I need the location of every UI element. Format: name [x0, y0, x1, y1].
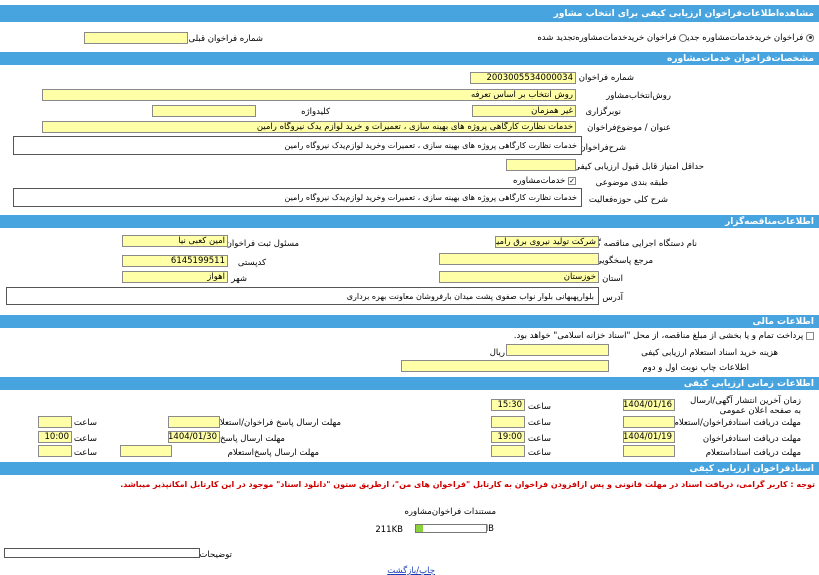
page-title-bar: مشاهده‌اطلاعات‌فراخوان ارزیابی کیفی برای… [0, 5, 819, 22]
payment-checkbox[interactable] [806, 331, 814, 340]
subject-field[interactable]: خدمات نظارت کارگاهی پروژه های بهینه سازی… [42, 121, 576, 133]
registrar-field[interactable]: امین کعبی نیا [122, 235, 228, 247]
province-field[interactable]: خوزستان [439, 271, 599, 283]
print-label: اطلاعات چاپ نوبت اول و دوم [642, 363, 749, 373]
recv-est-label: مهلت دریافت اسنادا‌ستعلام [705, 448, 801, 458]
radio-renewed-control[interactable] [679, 33, 687, 42]
min-score-field[interactable] [506, 159, 576, 171]
responder-label: مرجع پاسخگویی [595, 256, 653, 266]
send-est-time-label: ساعت [73, 448, 97, 458]
recv-doc-label: مهلت دریافت اسنادفراخوان [702, 434, 801, 444]
recv-doc-time-field[interactable]: 19:00 [491, 431, 525, 443]
radio-new-label: فراخوان خریدخدمات‌مشاوره جدید [682, 33, 804, 43]
timing-header: اطلاعات زمانی ارزیابی کیفی [683, 378, 814, 389]
notes-label: توضیحات [199, 550, 232, 560]
recv-doc-date-field[interactable]: 1404/01/19 [623, 431, 675, 443]
registrar-label: مسئول ثبت فراخوان [225, 239, 299, 249]
recv-inq-label: مهلت دریافت اسنادفراخوان/استعلام [673, 418, 801, 428]
send-est-date-field[interactable] [120, 445, 172, 457]
keyword-field[interactable] [152, 105, 256, 117]
publish-date-field[interactable]: 1404/01/16 [623, 399, 675, 411]
org-field[interactable]: شرکت تولید نیروی برق رامین [495, 236, 599, 248]
send-doc-date-field[interactable]: 1404/01/30 [168, 431, 220, 443]
min-score-label: حداقل امتیاز قابل قبول ارزیابی کیفی [573, 162, 704, 172]
currency-label: ریال [489, 348, 505, 358]
category-label: طبقه بندی موضوعی [595, 178, 668, 188]
send-inq-label: مهلت ارسال پاسخ فراخوان/استعلام [214, 418, 341, 428]
radio-new-control[interactable] [806, 33, 814, 42]
radio-renewed[interactable]: فراخوان خریدخدمات‌مشاوره‌تجدید شده [537, 33, 687, 43]
category-check[interactable]: ✓ خدمات‌مشاوره [513, 176, 576, 186]
send-inq-date-field[interactable] [168, 416, 220, 428]
scope-label: شرح کلی حوزه‌فعالیت [588, 195, 668, 205]
postal-field[interactable]: 6145199511 [122, 255, 228, 267]
specs-header-bar: مشخصات‌فراخوان خدمات‌مشاوره [0, 52, 819, 65]
size-used: 211KB [375, 525, 403, 535]
city-label: شهر [231, 274, 247, 284]
file-size-bar [415, 524, 487, 533]
documents-notice: توجه : کاربر گرامی، دریافت اسناد در مهلت… [120, 480, 815, 489]
publish-time-label: ساعت [527, 402, 551, 412]
responder-field[interactable] [439, 253, 599, 265]
send-est-label: مهلت ارسال پاسخ‌استعلام [227, 448, 319, 458]
notes-field[interactable] [4, 548, 200, 558]
timing-header-bar: اطلاعات زمانی ارزیابی کیفی [0, 377, 819, 390]
recv-doc-time-label: ساعت [527, 434, 551, 444]
finance-header: اطلاعات مالی [752, 316, 814, 327]
recv-inq-date-field[interactable] [623, 416, 675, 428]
previous-number-label: شماره فراخوان قبلی [188, 34, 263, 44]
keyword-label: کلیدواژه [301, 107, 330, 117]
province-label: استان [602, 274, 623, 284]
category-value: خدمات‌مشاوره [513, 176, 566, 186]
number-label: شماره فراخوان [578, 73, 634, 83]
desc-label: شرح‌فراخوان [579, 143, 626, 153]
publish-label: زمان آخرین انتشار آگهی/ارسال به صفحه اعل… [688, 396, 801, 416]
doc-cost-label: هزینه خرید اسناد استعلام ارزیابی کیفی [641, 348, 778, 358]
doc-cost-field[interactable] [506, 344, 609, 356]
send-doc-label: مهلت ارسال پاسخ‌فراخوان [190, 434, 285, 444]
concurrency-label: نوبرگزاری [585, 107, 621, 117]
payment-text: پرداخت تمام و یا بخشی از مبلغ مناقصه، از… [513, 331, 804, 341]
send-est-time-field[interactable] [38, 445, 72, 457]
recv-est-time-label: ساعت [527, 448, 551, 458]
method-label: روش‌انتخاب‌مشاور [606, 91, 671, 101]
specs-header: مشخصات‌فراخوان خدمات‌مشاوره [667, 53, 814, 64]
category-checkbox[interactable]: ✓ [568, 176, 576, 185]
address-field[interactable]: بلوارپهبهانی بلوار نواب صفوی پشت میدان ب… [6, 287, 599, 305]
method-field[interactable]: روش انتخاب بر اساس تعرفه [42, 89, 576, 101]
file-size-fill [416, 525, 423, 532]
subject-label: عنوان / موضوع‌فراخوان [587, 123, 671, 133]
documents-header-bar: اسنادفراخوان ارزیابی کیفی [0, 462, 819, 475]
send-inq-time-field[interactable] [38, 416, 72, 428]
send-doc-time-label: ساعت [73, 434, 97, 444]
city-field[interactable]: اهواز [122, 271, 228, 283]
recv-est-date-field[interactable] [623, 445, 675, 457]
tenderer-header: اطلاعات‌مناقصه‌گزار [725, 216, 814, 227]
recv-inq-time-field[interactable] [491, 416, 525, 428]
print-field[interactable] [401, 360, 609, 372]
payment-check[interactable]: پرداخت تمام و یا بخشی از مبلغ مناقصه، از… [514, 331, 814, 341]
org-label: نام دستگاه اجرایی مناقصه گزار [585, 239, 697, 249]
number-field[interactable]: 2003005534000034 [470, 72, 576, 84]
address-label: آدرس [602, 293, 623, 303]
radio-new[interactable]: فراخوان خریدخدمات‌مشاوره جدید [683, 33, 814, 43]
back-link[interactable]: چاپ/بازگشت [387, 566, 435, 575]
send-doc-time-field[interactable]: 10:00 [38, 431, 72, 443]
recv-inq-time-label: ساعت [527, 418, 551, 428]
radio-renewed-label: فراخوان خریدخدمات‌مشاوره‌تجدید شده [537, 33, 677, 43]
concurrency-field[interactable]: غیر همزمان [472, 105, 576, 117]
file-title: مستندات فراخوان‌مشاوره [404, 507, 496, 517]
send-inq-time-label: ساعت [73, 418, 97, 428]
documents-header: اسنادفراخوان ارزیابی کیفی [689, 463, 814, 474]
tenderer-header-bar: اطلاعات‌مناقصه‌گزار [0, 215, 819, 228]
page-title: مشاهده‌اطلاعات‌فراخوان ارزیابی کیفی برای… [553, 8, 814, 19]
publish-label-text: زمان آخرین انتشار آگهی/ارسال به صفحه اعل… [690, 396, 801, 416]
postal-label: کدپستی [237, 258, 266, 268]
desc-field[interactable]: خدمات نظارت کارگاهی پروژه های بهینه سازی… [13, 136, 582, 155]
publish-time-field[interactable]: 15:30 [491, 399, 525, 411]
scope-field[interactable]: خدمات نظارت کارگاهی پروژه های بهینه سازی… [13, 188, 582, 207]
recv-est-time-field[interactable] [491, 445, 525, 457]
finance-header-bar: اطلاعات مالی [0, 315, 819, 328]
previous-number-field[interactable] [84, 32, 188, 44]
